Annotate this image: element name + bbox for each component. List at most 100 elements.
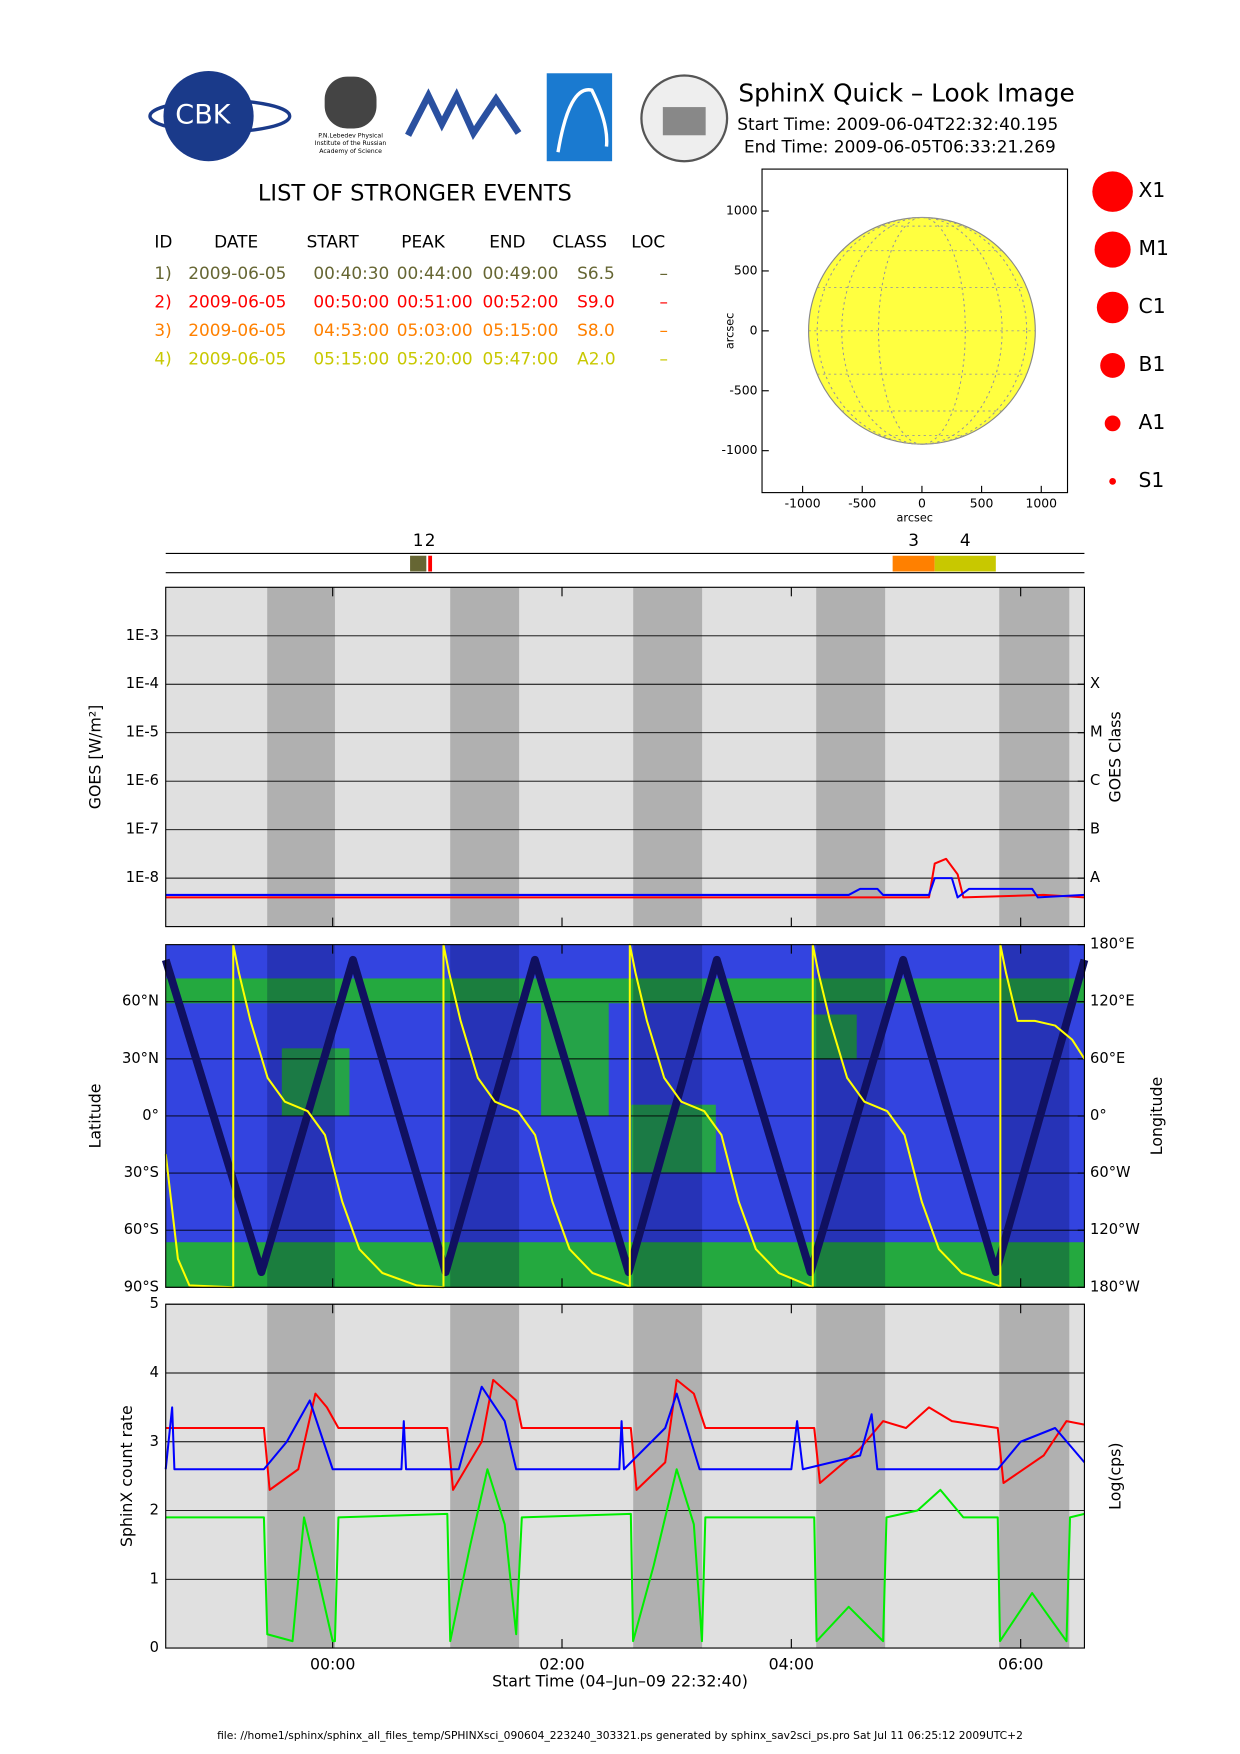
size-marker [1094, 231, 1131, 268]
y-tick-label: -1000 [722, 442, 758, 457]
lebedev-line: P.N.Lebedev Physical [318, 132, 383, 139]
y2-tick-label: 60°E [1090, 1050, 1125, 1067]
y2-tick-label: 120°W [1090, 1221, 1140, 1238]
y2-tick-label: C [1090, 772, 1100, 789]
events-title: LIST OF STRONGER EVENTS [258, 180, 572, 206]
event-cell: 05:03:00 [397, 320, 473, 340]
eclipse-shade [633, 1304, 703, 1649]
event-cell: 00:49:00 [482, 263, 558, 283]
column-header: LOC [631, 231, 665, 251]
y-tick-label: 30°N [122, 1050, 159, 1067]
size-marker [1096, 291, 1129, 324]
y-tick-label: 1E-8 [126, 869, 159, 886]
plot-frame [165, 1303, 1085, 1649]
event-cell: – [659, 320, 667, 340]
cbk-logo [163, 71, 254, 162]
column-header: CLASS [552, 231, 607, 251]
y-axis-title: arcsec [723, 313, 736, 349]
size-label: X1 [1139, 178, 1166, 202]
event-cell: 05:20:00 [397, 348, 473, 368]
logos: CBK P.N.Lebedev Physical Institute of th… [148, 71, 729, 163]
y-tick-label: 0 [750, 322, 758, 337]
event-cell: 1) [154, 263, 171, 283]
y-tick-label: 60°S [124, 1221, 159, 1238]
event-cell: 00:52:00 [482, 291, 558, 311]
eclipse-shade [999, 1304, 1070, 1649]
x-tick-label: -500 [848, 495, 876, 510]
size-label: B1 [1139, 352, 1166, 376]
y2-axis-title: Longitude [1147, 1077, 1166, 1155]
event-cell: 00:40:30 [313, 263, 389, 283]
lebedev-line: Academy of Science [319, 148, 382, 155]
event-span [428, 555, 433, 572]
event-cell: – [659, 348, 667, 368]
event-cell: 05:15:00 [482, 320, 558, 340]
size-marker [1104, 415, 1121, 432]
event-cell: 00:51:00 [397, 291, 473, 311]
portrait [324, 76, 377, 129]
eclipse-shade [816, 587, 886, 927]
event-cell: A2.0 [577, 348, 615, 368]
size-marker [1109, 477, 1116, 485]
y2-tick-label: 180°W [1090, 1278, 1140, 1295]
eclipse-shade [633, 587, 703, 927]
lebedev-line: Institute of the Russian [315, 140, 387, 147]
event-cell: 2009-06-05 [188, 291, 286, 311]
event-cell: 05:47:00 [482, 348, 558, 368]
eclipse-shade [999, 587, 1070, 927]
series-line [164, 943, 1086, 1289]
y2-tick-label: M [1090, 724, 1103, 741]
size-label: C1 [1139, 294, 1166, 318]
y-axis-title: GOES [W/m²] [85, 705, 104, 810]
y-tick-label: 1 [150, 1570, 159, 1587]
y-tick-label: -500 [729, 382, 757, 397]
y-axis-title: Latitude [85, 1084, 104, 1149]
end-time: End Time: 2009-06-05T06:33:21.269 [744, 137, 1056, 157]
y2-tick-label: B [1090, 821, 1100, 838]
logo-arc [556, 88, 609, 153]
column-header: END [489, 231, 525, 251]
y-tick-label: 60°N [122, 993, 159, 1010]
x-tick-label: 00:00 [310, 1654, 355, 1673]
series-line [161, 955, 1089, 1277]
event-cell: 3) [154, 320, 171, 340]
footer: file: //home1/sphinx/sphinx_all_files_te… [217, 1729, 1023, 1742]
size-label: S1 [1139, 468, 1165, 492]
plot-frame [165, 586, 1085, 928]
y2-tick-label: X [1090, 675, 1100, 692]
y2-tick-label: 180°E [1090, 936, 1135, 953]
y2-tick-label: 60°W [1090, 1164, 1130, 1181]
eclipse-shade [450, 587, 520, 927]
series-line [165, 877, 1085, 899]
y-tick-label: 4 [150, 1364, 159, 1381]
y2-tick-label: A [1090, 869, 1100, 886]
plot-frame [165, 944, 1085, 1288]
column-header: DATE [214, 231, 258, 251]
y-tick-label: 1E-3 [126, 627, 159, 644]
x-tick-label: 1000 [1026, 495, 1058, 510]
disk-grid [816, 217, 1028, 445]
event-number: 2 [425, 530, 436, 550]
y2-axis-title: Log(cps) [1105, 1442, 1124, 1509]
size-marker [1100, 353, 1126, 378]
y-tick-label: 5 [150, 1295, 159, 1312]
event-span [410, 555, 427, 572]
mifi-logo [405, 88, 522, 140]
y-tick-label: 90°S [124, 1278, 159, 1295]
y-tick-label: 1E-5 [126, 724, 159, 741]
x-tick-label: 02:00 [539, 1654, 584, 1673]
y-tick-label: 3 [150, 1433, 159, 1450]
event-cell: – [659, 291, 667, 311]
y-tick-label: 500 [734, 262, 758, 277]
event-cell: 2009-06-05 [188, 320, 286, 340]
event-cell: S6.5 [577, 263, 615, 283]
y-tick-label: 2 [150, 1502, 159, 1519]
land-band [165, 978, 1085, 1004]
event-cell: 04:53:00 [313, 320, 389, 340]
event-span [934, 555, 996, 572]
eclipse-shade [267, 1304, 335, 1649]
y-tick-label: 1E-6 [126, 772, 159, 789]
event-number: 4 [960, 530, 971, 550]
x-tick-label: 06:00 [998, 1654, 1043, 1673]
event-cell: S8.0 [577, 320, 615, 340]
